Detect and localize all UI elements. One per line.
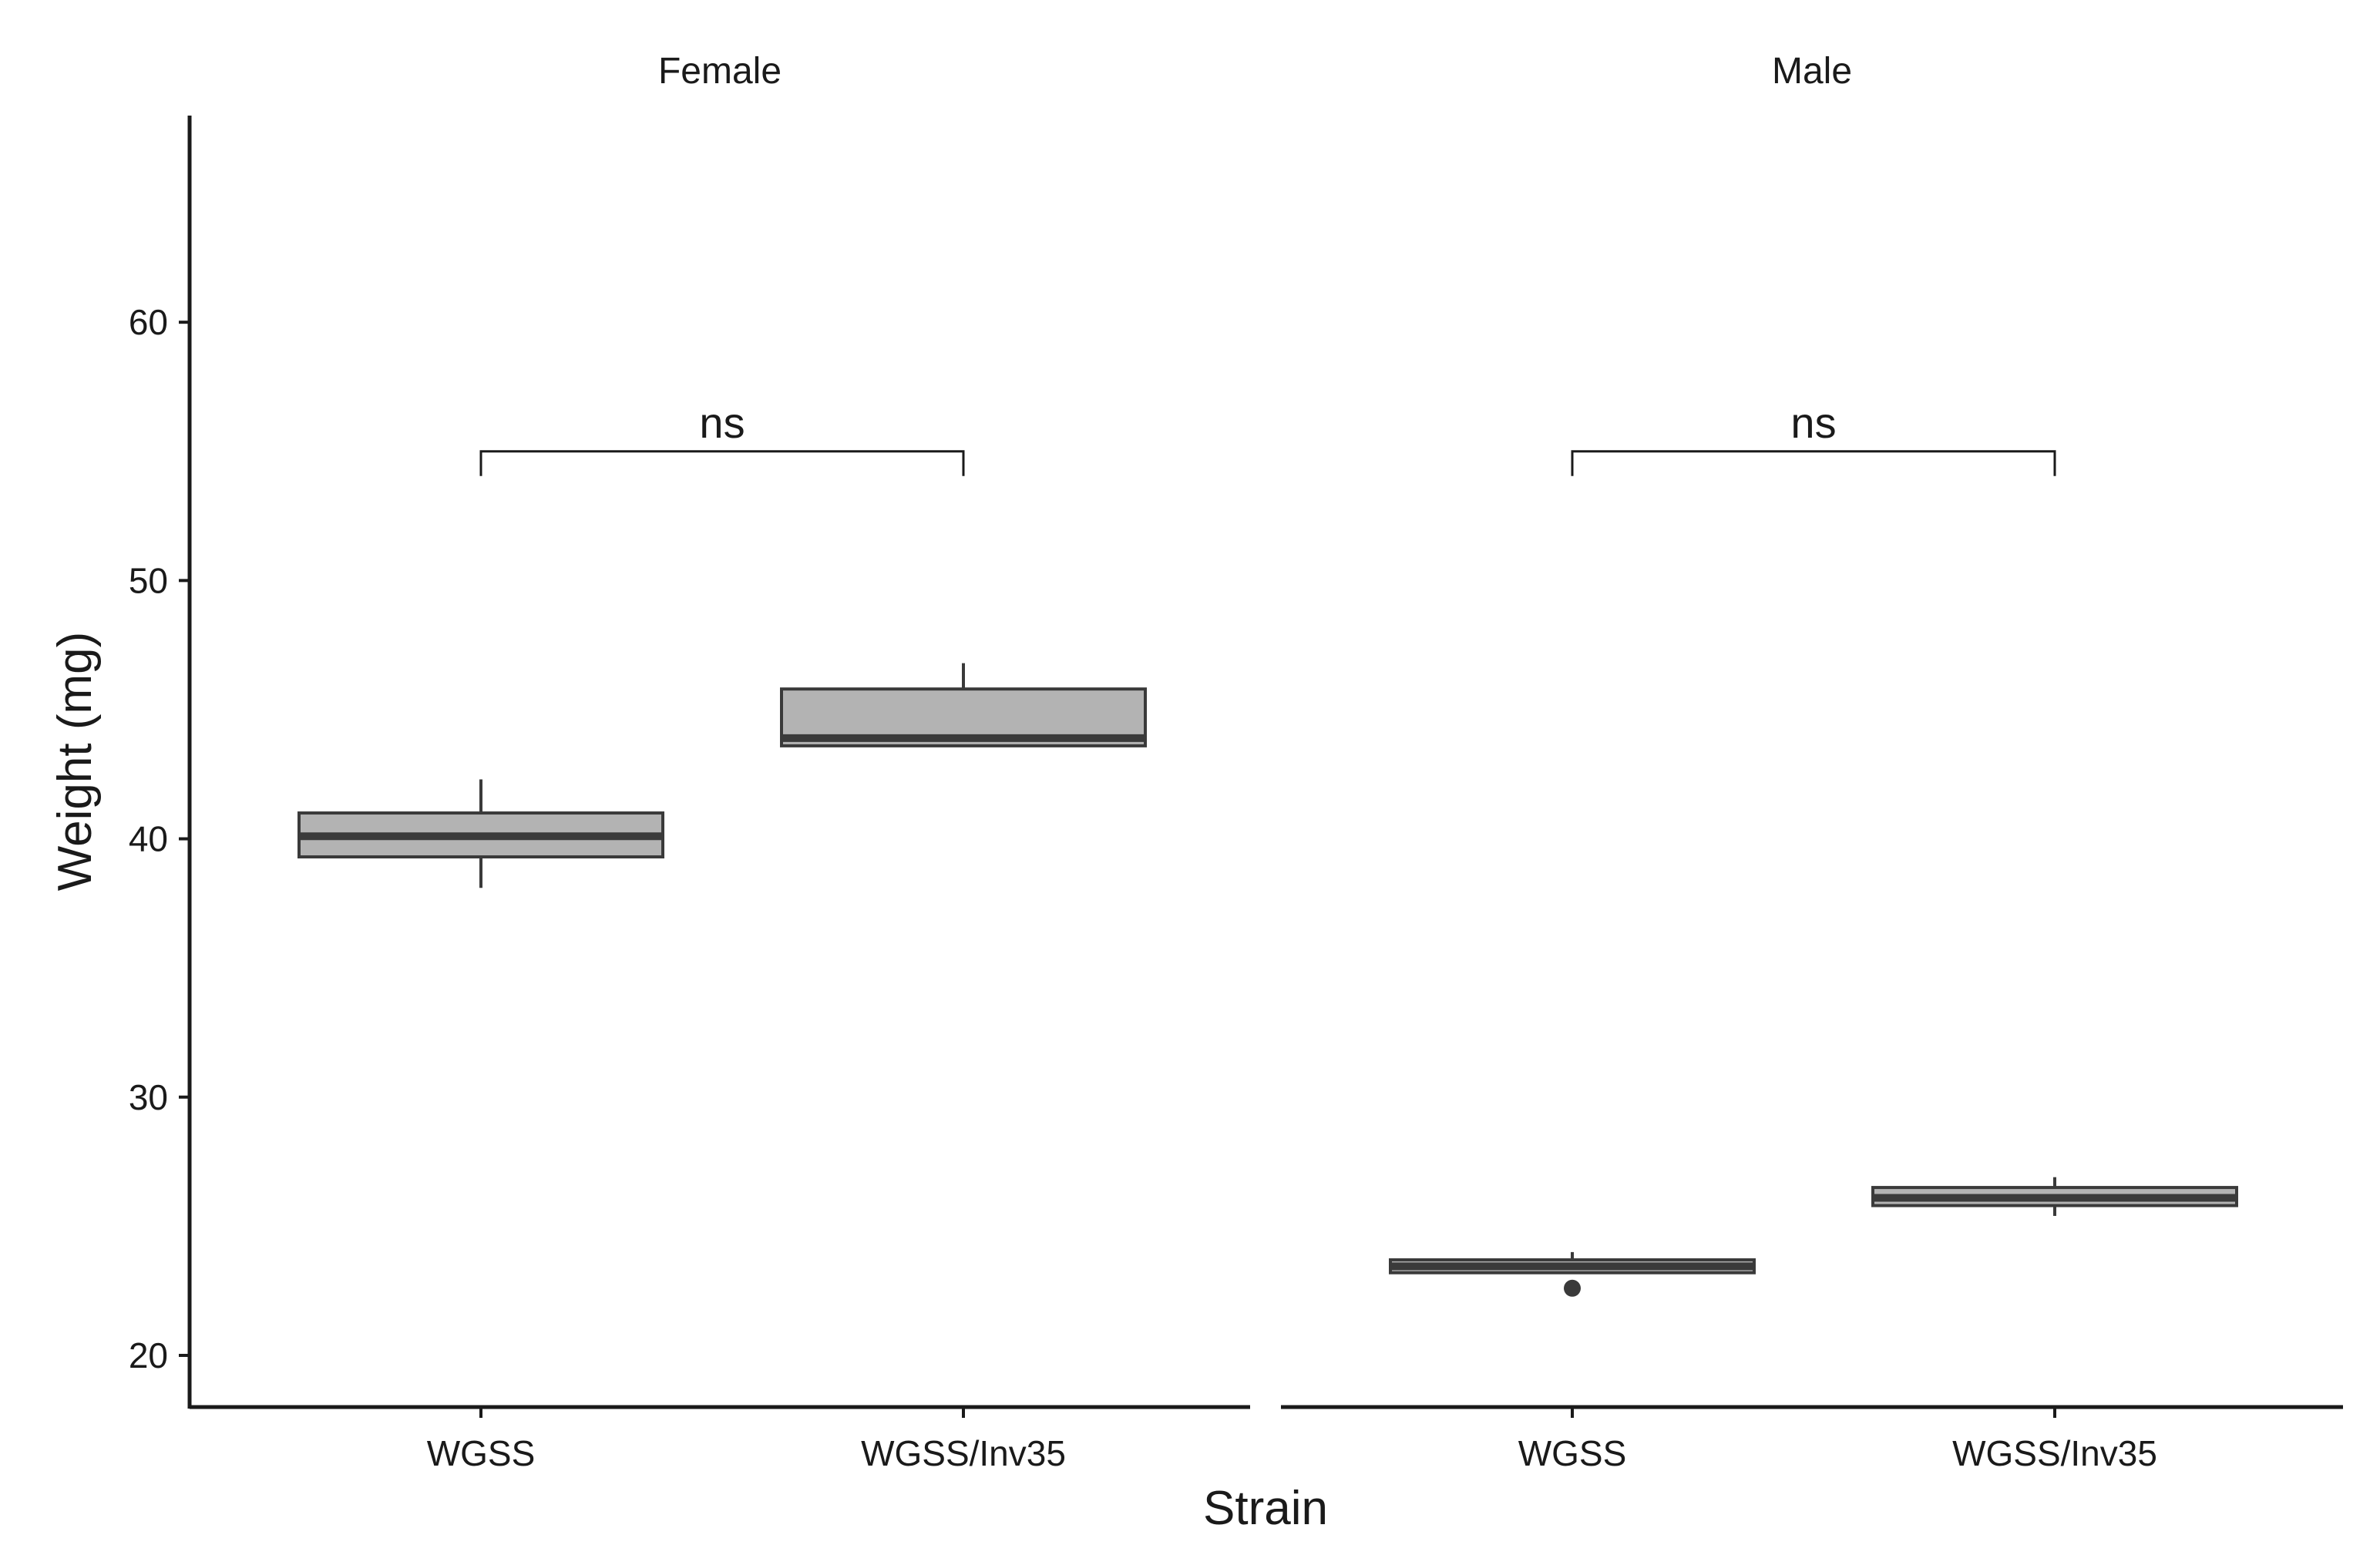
significance-label: ns	[1790, 398, 1836, 447]
panel-female: Female WGSS WGSS/Inv35 ns	[190, 51, 1250, 1473]
panels-layer: Female WGSS WGSS/Inv35 ns Male WGSS WGSS/Inv35…	[190, 51, 2343, 1473]
x-axis-title: Strain	[1203, 1482, 1328, 1535]
significance-bracket	[479, 450, 965, 476]
panel-male: Male WGSS WGSS/Inv35 ns	[1281, 51, 2343, 1473]
panel-strip-label: Female	[658, 51, 782, 92]
y-axis-title: Weight (mg)	[49, 632, 102, 892]
box-wgss-inv35	[780, 663, 1147, 747]
box-wgss	[298, 779, 664, 888]
x-tick-label: WGSS/Inv35	[861, 1433, 1066, 1473]
panel-strip-label: Male	[1772, 51, 1852, 92]
x-tick-label: WGSS/Inv35	[1952, 1433, 2157, 1473]
outlier-point	[1564, 1279, 1581, 1297]
box-wgss-inv35	[1871, 1177, 2238, 1216]
y-tick-label: 50	[129, 560, 168, 600]
x-tick-label: WGSS	[1518, 1433, 1627, 1473]
y-axis: 20 30 40 50 60	[129, 116, 192, 1409]
significance-bracket	[1571, 450, 2056, 476]
y-tick-label: 40	[129, 819, 168, 859]
y-tick-label: 20	[129, 1335, 168, 1375]
significance-label: ns	[699, 398, 745, 447]
box-wgss	[1389, 1251, 1756, 1297]
y-tick-label: 60	[129, 302, 168, 342]
y-tick-label: 30	[129, 1077, 168, 1117]
x-tick-label: WGSS	[427, 1433, 536, 1473]
